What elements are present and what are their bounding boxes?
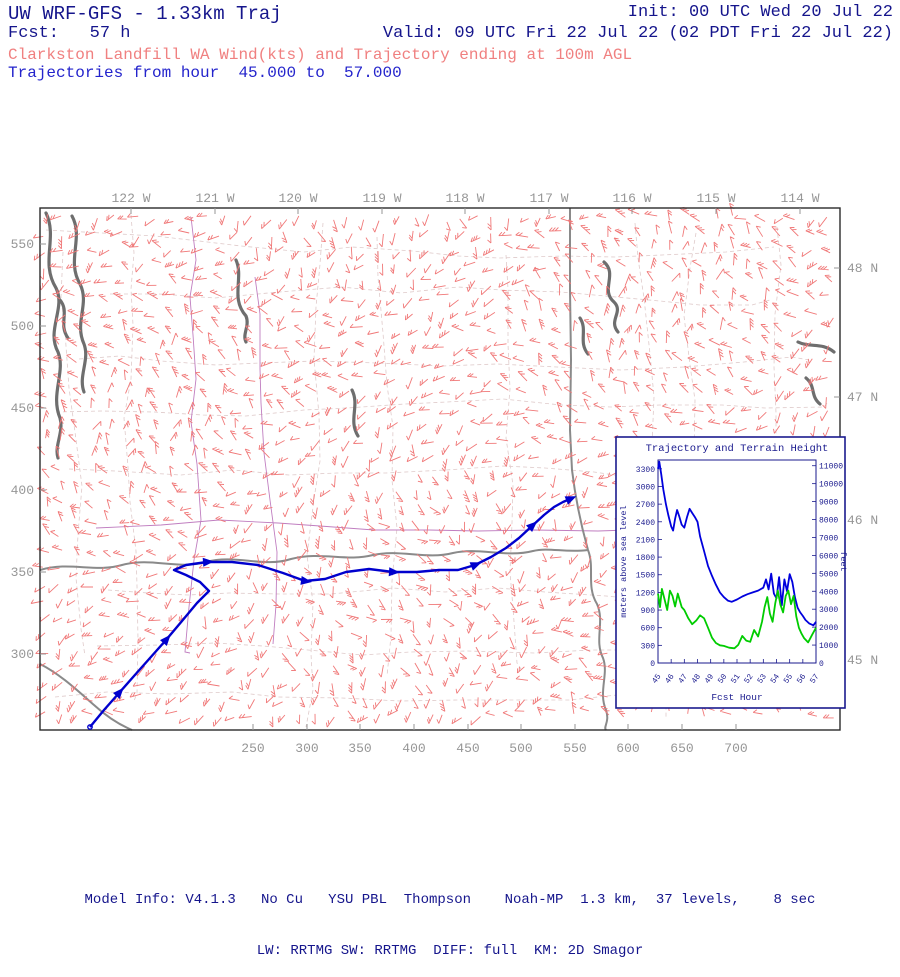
header-row-2: Fcst: 57 h Valid: 09 UTC Fri 22 Jul 22 (… [8, 24, 893, 43]
terrain-feature [234, 258, 249, 344]
plot-subtitle: Clarkston Landfill WA Wind(kts) and Traj… [8, 46, 633, 64]
lon-tick-label: 121 W [195, 191, 234, 206]
inset-title: Trajectory and Terrain Height [646, 443, 829, 455]
state-border [39, 548, 589, 571]
inset-meters-tick: 900 [641, 607, 656, 616]
lon-tick-label: 119 W [362, 191, 401, 206]
trajectory-height-line [657, 460, 817, 627]
x-km-tick-label: 600 [616, 741, 639, 756]
inset-feet-tick: 3000 [819, 606, 838, 615]
inset-feet-tick: 8000 [819, 517, 838, 526]
trajectory-path [89, 497, 571, 728]
x-km-tick-label: 300 [295, 741, 318, 756]
y-km-tick-label: 300 [11, 647, 34, 662]
state-border [587, 549, 609, 731]
lon-tick-label: 120 W [278, 191, 317, 206]
x-km-tick-label: 700 [724, 741, 747, 756]
terrain-feature [58, 298, 70, 340]
terrain-feature [602, 260, 620, 334]
inset-meters-tick: 2100 [636, 536, 655, 545]
lat-tick-label: 46 N [847, 513, 878, 528]
model-info-footer: Model Info: V4.1.3 No Cu YSU PBL Thompso… [0, 858, 900, 977]
x-km-tick-label: 250 [241, 741, 264, 756]
inset-meters-tick: 1800 [636, 554, 655, 563]
inset-xlabel: Fcst Hour [711, 692, 762, 703]
terrain-feature [44, 211, 63, 460]
y-km-tick-label: 450 [11, 401, 34, 416]
inset-feet-tick: 6000 [819, 552, 838, 561]
x-km-tick-label: 650 [670, 741, 693, 756]
inset-meters-tick: 600 [641, 625, 656, 634]
model-info-line2: LW: RRTMG SW: RRTMG DIFF: full KM: 2D Sm… [256, 943, 644, 959]
inset-feet-tick: 10000 [819, 481, 843, 490]
inset-feet-tick: 2000 [819, 624, 838, 633]
y-km-tick-label: 350 [11, 565, 34, 580]
trajectory-start-marker [87, 724, 93, 730]
lon-tick-label: 116 W [612, 191, 651, 206]
terrain-feature [796, 340, 836, 354]
model-info-line1: Model Info: V4.1.3 No Cu YSU PBL Thompso… [84, 892, 816, 908]
inset-meters-tick: 2400 [636, 519, 655, 528]
trajectory-arrow [388, 567, 400, 577]
header-row-1: UW WRF-GFS - 1.33km Traj Init: 00 UTC We… [8, 3, 893, 25]
inset-feet-tick: 7000 [819, 534, 838, 543]
y-km-tick-label: 500 [11, 319, 34, 334]
lat-tick-label: 47 N [847, 390, 878, 405]
x-km-tick-label: 400 [402, 741, 425, 756]
x-km-tick-label: 500 [509, 741, 532, 756]
lon-tick-label: 118 W [445, 191, 484, 206]
trajectory-arrow [469, 562, 482, 571]
inset-feet-tick: 9000 [819, 499, 838, 508]
inset-chart [615, 436, 846, 709]
state-border [39, 663, 133, 731]
forecast-hour-label: Fcst: 57 h [8, 24, 131, 43]
inset-feet-tick: 5000 [819, 570, 838, 579]
lat-tick-label: 48 N [847, 261, 878, 276]
terrain-feature [350, 388, 360, 438]
inset-feet-tick: 0 [819, 660, 824, 669]
inset-ylabel-left: meters above sea level [619, 505, 629, 617]
terrain-feature [70, 214, 88, 394]
terrain-feature [804, 376, 822, 406]
trajectory-arrow [526, 521, 538, 532]
valid-time-label: Valid: 09 UTC Fri 22 Jul 22 (02 PDT Fri … [382, 24, 893, 43]
inset-feet-tick: 11000 [819, 463, 843, 472]
terrain-feature [578, 316, 590, 356]
lon-tick-label: 114 W [780, 191, 819, 206]
inset-feet-tick: 4000 [819, 588, 838, 597]
trajectory-arrow [113, 687, 124, 699]
inset-meters-tick: 300 [641, 642, 656, 651]
lon-tick-label: 122 W [111, 191, 150, 206]
inset-meters-tick: 3300 [636, 466, 655, 475]
model-title: UW WRF-GFS - 1.33km Traj [8, 3, 282, 25]
inset-meters-tick: 2700 [636, 501, 655, 510]
trajectory-arrow [202, 557, 214, 567]
init-time-label: Init: 00 UTC Wed 20 Jul 22 [627, 3, 893, 22]
inset-meters-tick: 1200 [636, 589, 655, 598]
y-km-tick-label: 550 [11, 237, 34, 252]
wrf-trajectory-plot-page: { "header": { "line1_left": "UW WRF-GFS … [8, 3, 893, 959]
inset-meters-tick: 3000 [636, 483, 655, 492]
x-km-tick-label: 450 [456, 741, 479, 756]
inset-meters-tick: 1500 [636, 572, 655, 581]
trajectory-range-label: Trajectories from hour 45.000 to 57.000 [8, 64, 402, 82]
trajectory-arrow [300, 576, 312, 585]
lon-tick-label: 117 W [529, 191, 568, 206]
inset-meters-tick: 0 [650, 660, 655, 669]
inset-ylabel-right: feet [838, 551, 848, 571]
y-km-tick-label: 400 [11, 483, 34, 498]
x-km-tick-label: 350 [348, 741, 371, 756]
x-km-tick-label: 550 [563, 741, 586, 756]
lat-tick-label: 45 N [847, 653, 878, 668]
trajectory-arrow [564, 496, 577, 505]
terrain-height-line [657, 588, 817, 650]
lon-tick-label: 115 W [696, 191, 735, 206]
trajectory-arrow [160, 634, 171, 646]
inset-feet-tick: 1000 [819, 642, 838, 651]
map-plot: 122 W 121 W 120 W 119 W 118 W 117 W 116 W 115 W… [11, 191, 879, 756]
